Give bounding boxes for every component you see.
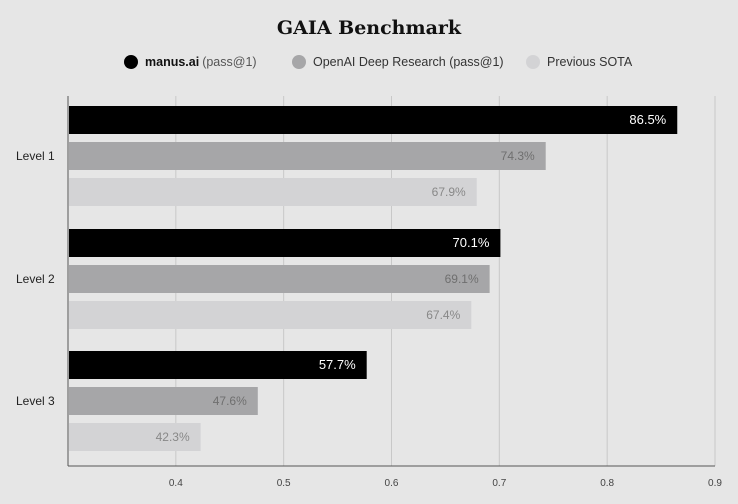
bar-value-label: 86.5% bbox=[629, 112, 666, 127]
bar-value-label: 67.4% bbox=[426, 308, 460, 322]
legend-label-previous: Previous SOTA bbox=[547, 55, 633, 69]
bar bbox=[69, 178, 477, 206]
chart-legend: manus.ai (pass@1) OpenAI Deep Research (… bbox=[0, 55, 738, 73]
bar-value-label: 42.3% bbox=[156, 430, 190, 444]
bar-value-label: 67.9% bbox=[432, 185, 466, 199]
bar-value-label: 70.1% bbox=[453, 235, 490, 250]
category-label: Level 3 bbox=[16, 394, 55, 408]
legend-item-previous: Previous SOTA bbox=[526, 55, 632, 69]
bar bbox=[69, 387, 258, 415]
legend-item-manus: manus.ai (pass@1) bbox=[124, 55, 257, 69]
category-label: Level 1 bbox=[16, 149, 55, 163]
category-label: Level 2 bbox=[16, 272, 55, 286]
bar bbox=[69, 265, 490, 293]
legend-swatch-manus bbox=[124, 55, 138, 69]
chart-title: GAIA Benchmark bbox=[276, 17, 462, 39]
legend-item-openai: OpenAI Deep Research (pass@1) bbox=[292, 55, 504, 69]
bar-value-label: 74.3% bbox=[501, 149, 535, 163]
bar bbox=[69, 301, 472, 329]
bar bbox=[69, 142, 546, 170]
bar-value-label: 57.7% bbox=[319, 357, 356, 372]
bar bbox=[69, 106, 678, 134]
x-tick-label: 0.7 bbox=[492, 478, 506, 489]
bar bbox=[69, 423, 201, 451]
x-tick-label: 0.4 bbox=[169, 478, 183, 489]
legend-label-openai: OpenAI Deep Research (pass@1) bbox=[313, 55, 504, 69]
bar-value-label: 47.6% bbox=[213, 394, 247, 408]
x-tick-label: 0.8 bbox=[600, 478, 614, 489]
x-tick-label: 0.5 bbox=[277, 478, 291, 489]
bar bbox=[69, 229, 501, 257]
legend-suffix-manus: (pass@1) bbox=[202, 55, 257, 69]
legend-label-manus: manus.ai bbox=[145, 55, 200, 69]
bar bbox=[69, 351, 367, 379]
bar-value-label: 69.1% bbox=[445, 272, 479, 286]
x-tick-label: 0.6 bbox=[385, 478, 399, 489]
legend-swatch-openai bbox=[292, 55, 306, 69]
legend-swatch-previous bbox=[526, 55, 540, 69]
x-tick-label: 0.9 bbox=[708, 478, 722, 489]
